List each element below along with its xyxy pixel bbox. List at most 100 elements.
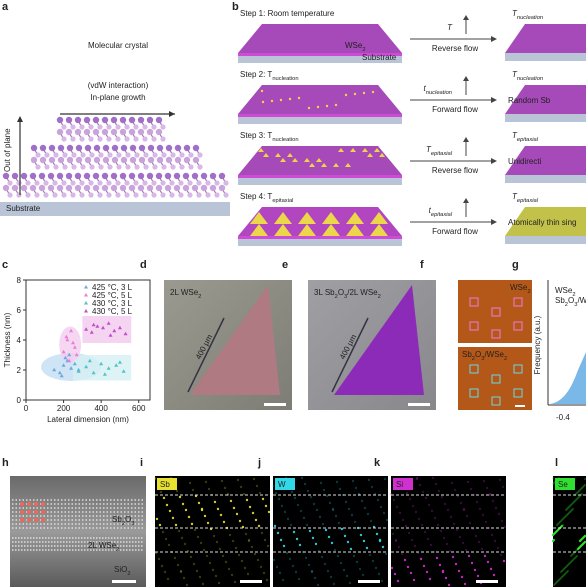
eds-signal	[563, 515, 567, 519]
eds-signal	[468, 521, 472, 525]
element-tag	[393, 478, 413, 490]
eds-signal	[219, 513, 223, 517]
eds-signal	[218, 547, 222, 551]
molecule	[74, 116, 82, 124]
eds-signal	[405, 491, 409, 495]
axis-label: Out of plane	[3, 128, 12, 172]
molecule	[142, 124, 148, 130]
eds-signal	[415, 477, 419, 481]
molecule	[143, 152, 149, 158]
data-point	[67, 352, 72, 357]
eds-signal	[426, 537, 430, 541]
molecule	[179, 152, 185, 158]
domain	[250, 212, 268, 224]
eds-signal	[384, 552, 388, 556]
molecule	[61, 136, 67, 142]
molecule	[128, 116, 136, 124]
molecule	[161, 164, 167, 170]
layer-label: SiO2	[114, 565, 131, 577]
eds-signal	[316, 583, 320, 587]
molecule	[83, 128, 91, 136]
nucleus	[316, 105, 320, 109]
eds-signal	[179, 570, 183, 574]
y-tick-label: 4	[17, 336, 22, 345]
molecule	[170, 152, 176, 158]
eds-signal	[561, 517, 565, 521]
molecule	[61, 180, 67, 186]
eds-signal	[460, 575, 464, 579]
eds-signal	[561, 574, 565, 578]
eds-signal	[570, 508, 574, 512]
data-point	[59, 373, 64, 378]
eds-signal	[413, 544, 417, 548]
element-label: W	[278, 480, 286, 489]
eds-signal	[203, 514, 207, 518]
molecule	[56, 172, 64, 180]
eds-signal	[503, 525, 507, 529]
atom-model	[26, 501, 32, 507]
molecule	[214, 192, 220, 198]
molecule	[57, 156, 65, 164]
eds-signal	[483, 554, 487, 558]
molecule	[48, 144, 56, 152]
slab-substrate	[238, 117, 402, 124]
element-label: Si	[396, 480, 403, 489]
nucleus	[374, 148, 380, 152]
eds-signal	[343, 534, 347, 538]
eds-signal	[370, 485, 374, 489]
slab-top	[505, 146, 586, 175]
molecule	[152, 164, 158, 170]
legend-label: WSe2	[555, 286, 576, 298]
molecule	[102, 144, 110, 152]
molecule	[209, 172, 217, 180]
nucleus	[338, 148, 344, 152]
panel-label: l	[555, 457, 558, 469]
eds-signal	[305, 523, 309, 527]
eds-signal	[498, 478, 502, 482]
eds-signal	[367, 478, 371, 482]
eds-signal	[458, 535, 462, 539]
scale-bar	[112, 580, 136, 583]
data-point	[67, 358, 72, 363]
molecule	[44, 152, 50, 158]
eds-signal	[556, 522, 560, 526]
eds-signal	[418, 483, 422, 487]
eds-signal	[445, 542, 449, 546]
eds-signal	[363, 506, 367, 510]
molecule	[62, 152, 68, 158]
text-part: Step 3: T	[240, 131, 272, 140]
roi-box	[491, 396, 501, 406]
eds-signal	[358, 567, 362, 571]
slab-label: WSe2	[345, 41, 366, 53]
molecule	[173, 172, 181, 180]
legend-marker	[84, 309, 88, 313]
image-label: 3L Sb2O3/2L WSe2	[314, 288, 381, 300]
eds-signal	[492, 573, 496, 577]
eds-signal	[240, 559, 244, 563]
molecule	[196, 192, 202, 198]
eds-signal	[300, 476, 304, 480]
micrograph	[458, 280, 532, 343]
eds-signal	[469, 487, 473, 491]
molecule	[43, 180, 49, 186]
atom-model	[40, 517, 46, 523]
molecule	[152, 152, 158, 158]
eds-signal	[180, 536, 184, 540]
molecule	[107, 164, 113, 170]
element-label: Sb	[160, 480, 170, 489]
molecule	[151, 192, 157, 198]
eds-signal	[340, 527, 344, 531]
molecule	[115, 136, 121, 142]
eds-signal	[568, 510, 572, 514]
roi-box	[491, 329, 501, 339]
molecule	[70, 192, 76, 198]
slab-top	[238, 24, 402, 53]
eds-signal	[551, 539, 555, 543]
molecule	[20, 172, 28, 180]
eds-signal	[302, 516, 306, 520]
eds-signal	[310, 569, 314, 573]
eds-signal	[410, 538, 414, 542]
data-point	[114, 363, 119, 367]
eds-signal	[160, 564, 164, 568]
